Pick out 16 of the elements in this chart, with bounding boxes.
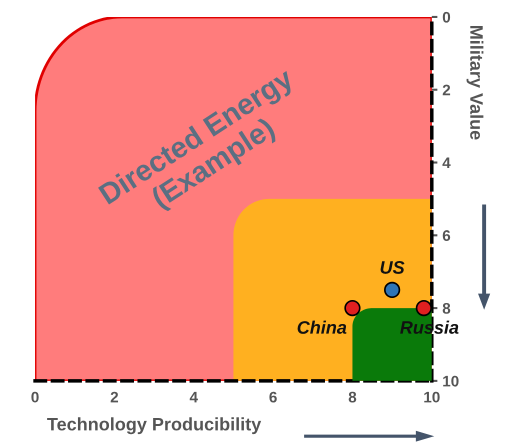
x-axis-title: Technology Producibility: [47, 417, 262, 434]
x-tick-label: 2: [110, 392, 118, 402]
series-label: China: [298, 320, 346, 334]
x-tick-label: 6: [269, 392, 277, 403]
x-tick-label: 10: [424, 392, 440, 403]
y-axis-title: Military Value: [466, 26, 484, 140]
x-tick-label: 0: [31, 392, 39, 403]
x-tick-label: 4: [190, 392, 198, 402]
y-tick-label: 0: [442, 12, 450, 23]
y-tick-label: 2: [442, 84, 450, 96]
x-tick-label: 8: [348, 392, 356, 403]
y-tick-label: 4: [442, 158, 451, 168]
series-label: US: [380, 261, 404, 274]
y-tick-label: 8: [442, 302, 450, 314]
y-tick-label: 10: [443, 376, 459, 387]
y-tick-label: 6: [442, 230, 450, 241]
